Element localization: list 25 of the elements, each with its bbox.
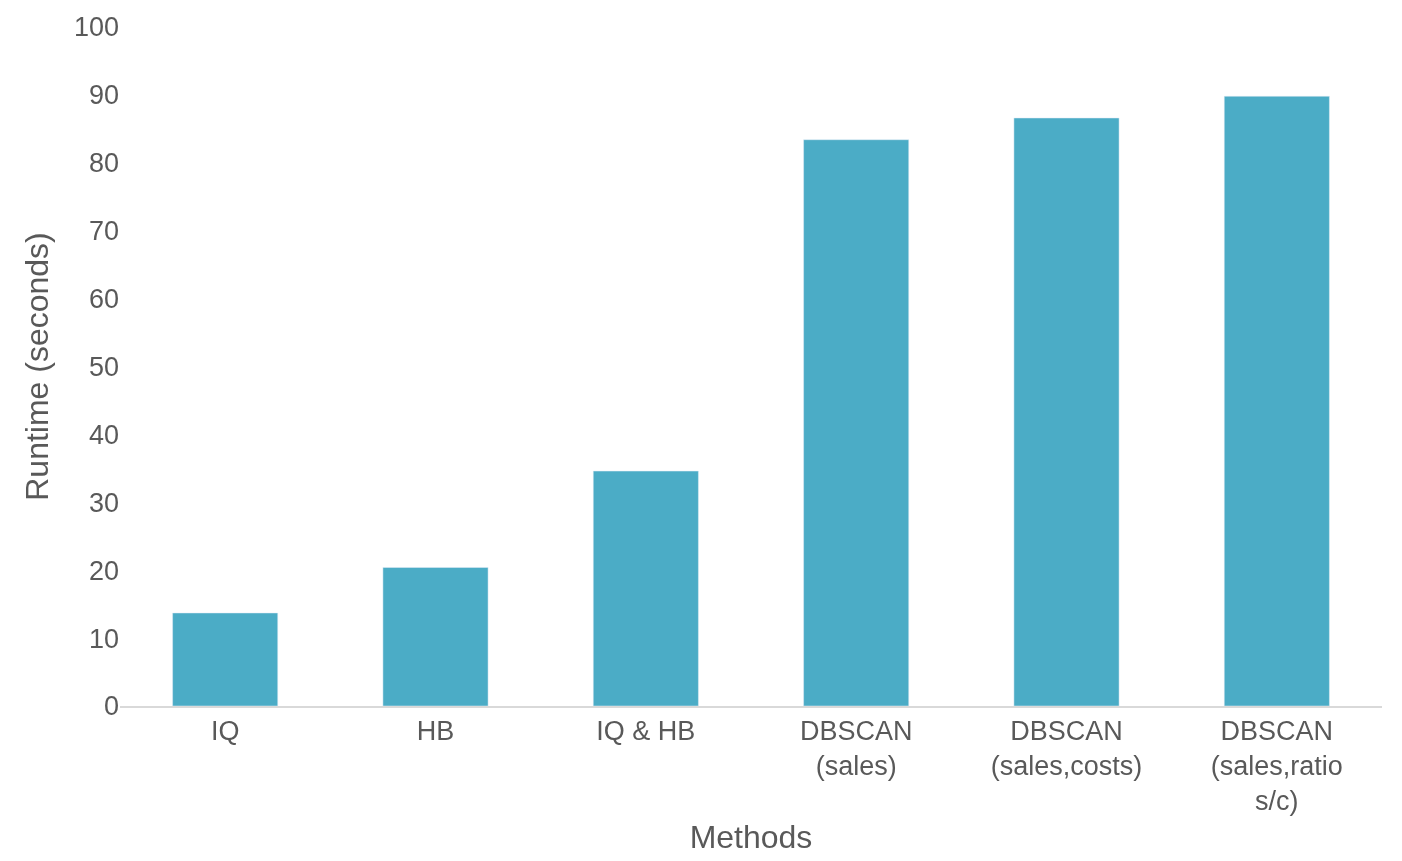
x-tick-label: DBSCAN (sales) [799, 716, 913, 782]
y-tick-label: 100 [73, 12, 119, 43]
y-tick-label: 40 [88, 419, 119, 450]
y-tick-label: 50 [88, 351, 119, 382]
bar [382, 567, 489, 706]
x-tick-label: HB [416, 716, 455, 747]
x-axis-title: Methods [689, 818, 813, 855]
y-tick-label: 0 [103, 691, 119, 722]
x-tick-label: IQ & HB [596, 716, 696, 747]
y-axis-title: Runtime (seconds) [19, 232, 56, 501]
y-tick-label: 70 [88, 216, 119, 247]
bar [1013, 117, 1120, 706]
y-tick-label: 60 [88, 284, 119, 315]
y-tick-label: 30 [88, 487, 119, 518]
y-tick-label: 80 [88, 148, 119, 179]
bar [593, 470, 699, 706]
y-tick-label: 20 [88, 555, 119, 586]
bar [172, 612, 278, 706]
x-tick-label: DBSCAN (sales,ratio s/c) [1210, 716, 1343, 817]
bar [803, 139, 909, 706]
bar [1224, 96, 1330, 706]
y-tick-label: 90 [88, 80, 119, 111]
x-tick-label: DBSCAN (sales,costs) [990, 716, 1143, 782]
y-tick-label: 10 [88, 623, 119, 654]
x-tick-label: IQ [210, 716, 240, 747]
